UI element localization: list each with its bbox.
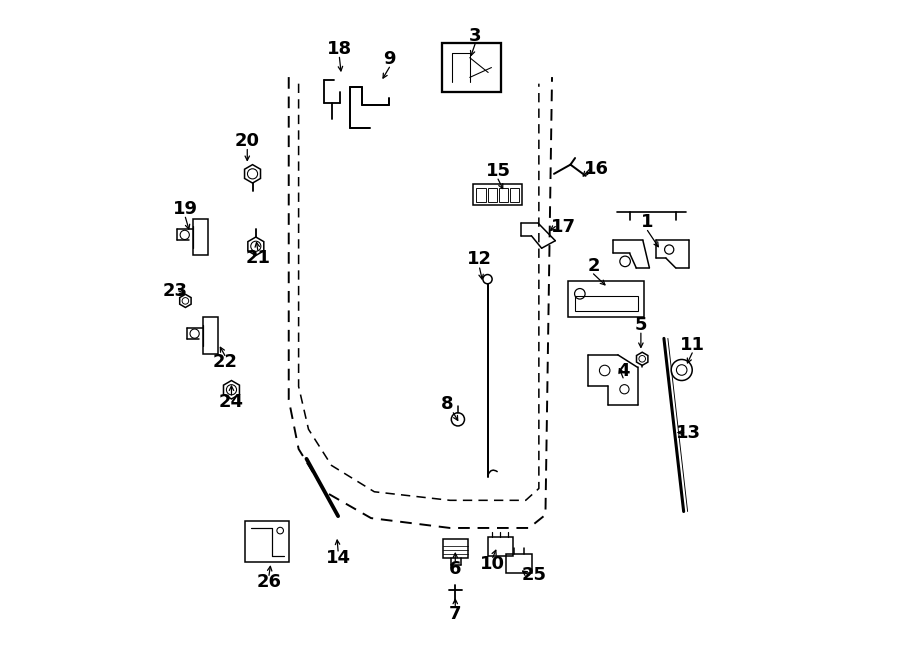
Bar [202, 317, 219, 354]
Text: 21: 21 [246, 249, 270, 267]
Text: 8: 8 [440, 395, 453, 413]
Bar [473, 184, 522, 206]
Text: 17: 17 [551, 217, 576, 235]
Text: 4: 4 [616, 362, 629, 380]
Text: 26: 26 [256, 573, 282, 591]
Text: 1: 1 [641, 213, 653, 231]
Text: 2: 2 [587, 257, 599, 275]
Bar [575, 296, 637, 311]
Circle shape [483, 274, 492, 284]
Bar [506, 555, 532, 572]
Text: 16: 16 [583, 160, 608, 178]
Text: 12: 12 [467, 251, 492, 268]
Text: 13: 13 [676, 424, 701, 442]
Bar [488, 188, 497, 202]
Bar [510, 188, 519, 202]
Text: 19: 19 [173, 200, 198, 217]
Text: 24: 24 [219, 393, 244, 410]
Bar [444, 539, 468, 558]
Text: 23: 23 [162, 282, 187, 300]
Bar [488, 537, 513, 556]
Circle shape [671, 360, 692, 381]
Text: 3: 3 [469, 26, 482, 44]
Text: 7: 7 [449, 605, 462, 623]
Bar [569, 281, 644, 317]
Text: 25: 25 [522, 566, 547, 584]
Bar [476, 188, 485, 202]
Text: 6: 6 [449, 560, 462, 578]
Bar [193, 219, 209, 254]
Text: 5: 5 [634, 316, 647, 334]
Text: 15: 15 [486, 162, 510, 180]
Bar [245, 522, 290, 563]
Bar [499, 188, 508, 202]
Text: 9: 9 [383, 50, 396, 68]
Circle shape [451, 412, 464, 426]
Text: 22: 22 [212, 353, 238, 371]
Text: 11: 11 [680, 336, 705, 354]
Text: 20: 20 [235, 132, 260, 150]
Text: 14: 14 [326, 549, 351, 566]
Bar [442, 43, 501, 93]
Text: 18: 18 [327, 40, 352, 58]
Text: 10: 10 [481, 555, 505, 573]
